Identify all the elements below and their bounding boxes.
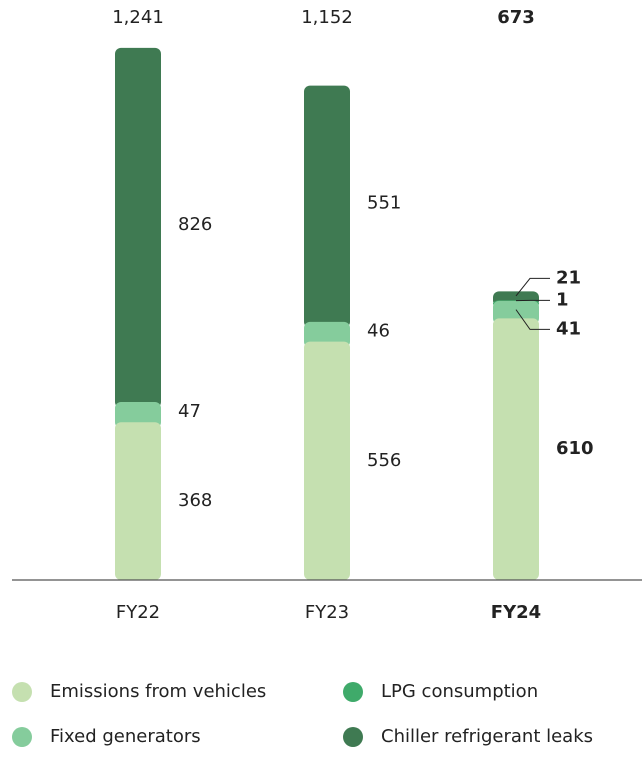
bar-segment bbox=[304, 342, 350, 580]
legend-swatch bbox=[12, 682, 32, 702]
legend-label: Fixed generators bbox=[50, 726, 201, 747]
legend-label: Emissions from vehicles bbox=[50, 681, 266, 702]
total-label: 1,152 bbox=[301, 7, 353, 28]
value-label: 826 bbox=[178, 214, 212, 235]
value-label: 41 bbox=[556, 318, 581, 339]
legend-label: LPG consumption bbox=[381, 681, 538, 702]
bar-segment bbox=[493, 318, 539, 580]
value-label: 21 bbox=[556, 267, 581, 288]
bar-segment bbox=[115, 422, 161, 580]
legend-swatch bbox=[12, 727, 32, 747]
total-label: 673 bbox=[497, 7, 535, 28]
bar-segment bbox=[115, 48, 161, 408]
value-label: 368 bbox=[178, 490, 212, 511]
x-tick-label: FY22 bbox=[116, 602, 160, 623]
x-tick-label: FY24 bbox=[491, 602, 541, 623]
legend-swatch bbox=[343, 727, 363, 747]
legend-label: Chiller refrigerant leaks bbox=[381, 726, 593, 747]
value-label: 47 bbox=[178, 401, 201, 422]
value-label: 46 bbox=[367, 321, 390, 342]
value-label: 1 bbox=[556, 289, 569, 310]
legend-swatch bbox=[343, 682, 363, 702]
value-label: 610 bbox=[556, 438, 594, 459]
x-tick-label: FY23 bbox=[305, 602, 349, 623]
value-label: 556 bbox=[367, 450, 401, 471]
bar-segment bbox=[304, 86, 350, 328]
value-label: 551 bbox=[367, 193, 401, 214]
total-label: 1,241 bbox=[112, 7, 164, 28]
